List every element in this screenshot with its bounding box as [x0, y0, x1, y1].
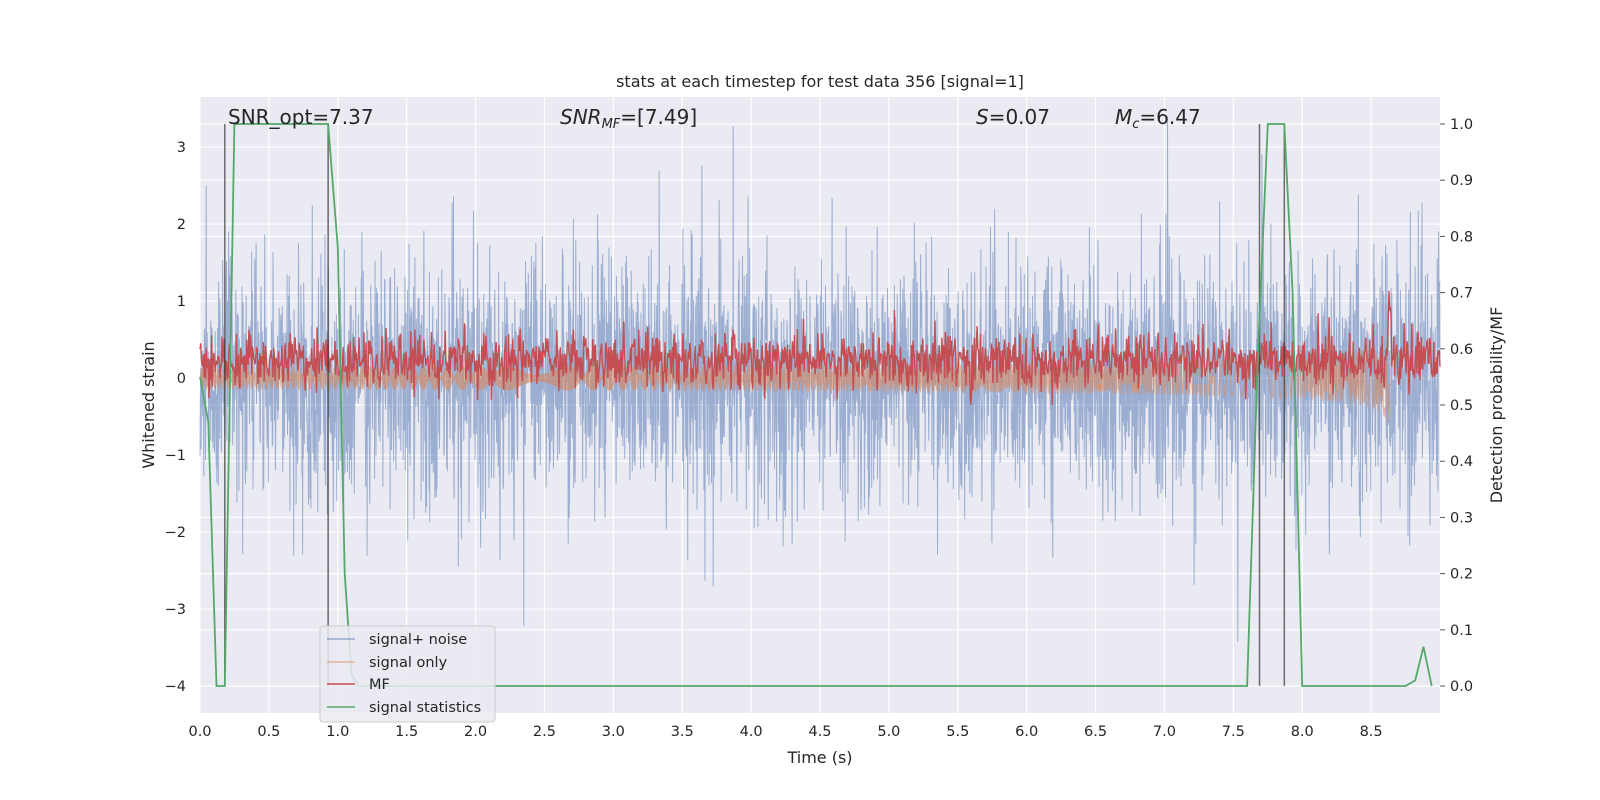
signal-only-series — [199, 342, 1392, 423]
x-tick-label: 1.5 — [395, 724, 418, 740]
mf-line — [199, 290, 1441, 406]
x-tick-label: 4.5 — [808, 724, 831, 740]
chart-title: stats at each timestep for test data 356… — [616, 72, 1024, 91]
x-tick-label: 2.0 — [464, 724, 487, 740]
x-tick-label: 4.0 — [740, 724, 763, 740]
x-tick-label: 6.5 — [1084, 724, 1107, 740]
signal-statistics-line — [199, 123, 1433, 687]
y2-tick-label: 0.3 — [1450, 510, 1473, 526]
y2-tick-label: 0.8 — [1450, 229, 1473, 245]
y-tick-label: −4 — [165, 679, 186, 695]
y2-tick-label: 0.4 — [1450, 454, 1473, 470]
x-axis-label: Time (s) — [786, 748, 852, 767]
x-tick-label: 5.0 — [877, 724, 900, 740]
x-tick-label: 3.0 — [602, 724, 625, 740]
annotation-s: S=0.07 — [976, 105, 1050, 129]
legend-label-noise: signal+ noise — [369, 632, 467, 648]
y-tick-label: 0 — [177, 371, 186, 387]
y2-tick-label: 0.0 — [1450, 679, 1473, 695]
y2-tick-label: 0.9 — [1450, 173, 1473, 189]
snr-mf-subscript: MF — [602, 117, 621, 132]
y2-tick-label: 1.0 — [1450, 117, 1473, 133]
s-value: =0.07 — [989, 105, 1050, 129]
y2-tick-label: 0.6 — [1450, 342, 1473, 358]
annotation-snr-opt: SNR_opt=7.37 — [228, 105, 374, 129]
y-tick-label: −3 — [165, 602, 186, 618]
signal-noise-series — [199, 116, 1441, 642]
legend: signal+ noise signal only MF signal stat… — [319, 625, 496, 723]
x-tick-label: 7.0 — [1153, 724, 1176, 740]
x-tick-label: 2.5 — [533, 724, 556, 740]
y-tick-labels: 3 2 1 0 −1 −2 −3 −4 — [165, 140, 186, 695]
x-tick-label: 3.5 — [671, 724, 694, 740]
s-symbol: S — [976, 105, 989, 129]
mc-symbol: M — [1115, 105, 1132, 129]
y-tick-label: −1 — [165, 448, 186, 464]
legend-label-signal: signal only — [369, 655, 448, 671]
vertical-markers — [224, 123, 1286, 687]
y-axis-label: Whitened strain — [139, 341, 158, 468]
annotation-mc: Mc=6.47 — [1115, 105, 1201, 132]
signal-statistics-series — [199, 123, 1433, 687]
x-tick-label: 1.0 — [326, 724, 349, 740]
y2-tick-label: 0.7 — [1450, 286, 1473, 302]
x-tick-label: 6.0 — [1015, 724, 1038, 740]
y-tick-label: 2 — [177, 217, 186, 233]
legend-label-stats: signal statistics — [369, 700, 481, 716]
grid — [199, 97, 1445, 713]
x-tick-label: 5.5 — [946, 724, 969, 740]
mf-series — [199, 290, 1441, 406]
legend-label-mf: MF — [369, 677, 390, 693]
y2-tick-label: 0.1 — [1450, 623, 1473, 639]
x-tick-label: 0.5 — [257, 724, 280, 740]
y-tick-label: 1 — [177, 294, 186, 310]
snr-mf-value: =[7.49] — [620, 105, 697, 129]
x-tick-label: 8.0 — [1291, 724, 1314, 740]
y2-tick-labels: 1.0 0.9 0.8 0.7 0.6 0.5 0.4 0.3 0.2 0.1 0.0 — [1450, 117, 1473, 695]
y2-axis-label: Detection probability/MF — [1487, 307, 1506, 504]
snr-mf-symbol: SNR — [560, 105, 602, 129]
legend-box — [319, 625, 496, 723]
y-tick-label: 3 — [177, 140, 186, 156]
mc-value: =6.47 — [1139, 105, 1200, 129]
mc-subscript: c — [1132, 117, 1139, 132]
noise-line — [199, 116, 1441, 642]
y2-tick-label: 0.5 — [1450, 398, 1473, 414]
y2-tick-label: 0.2 — [1450, 567, 1473, 583]
x-tick-label: 7.5 — [1222, 724, 1245, 740]
y-tick-label: −2 — [165, 525, 186, 541]
x-tick-labels: 0.0 0.5 1.0 1.5 2.0 2.5 3.0 3.5 4.0 4.5 5.0 5.5 6.0 6… — [188, 724, 1382, 740]
signal-line — [199, 342, 1392, 423]
x-tick-label: 0.0 — [188, 724, 211, 740]
annotation-snr-mf: SNRMF=[7.49] — [560, 105, 697, 132]
x-tick-label: 8.5 — [1360, 724, 1383, 740]
